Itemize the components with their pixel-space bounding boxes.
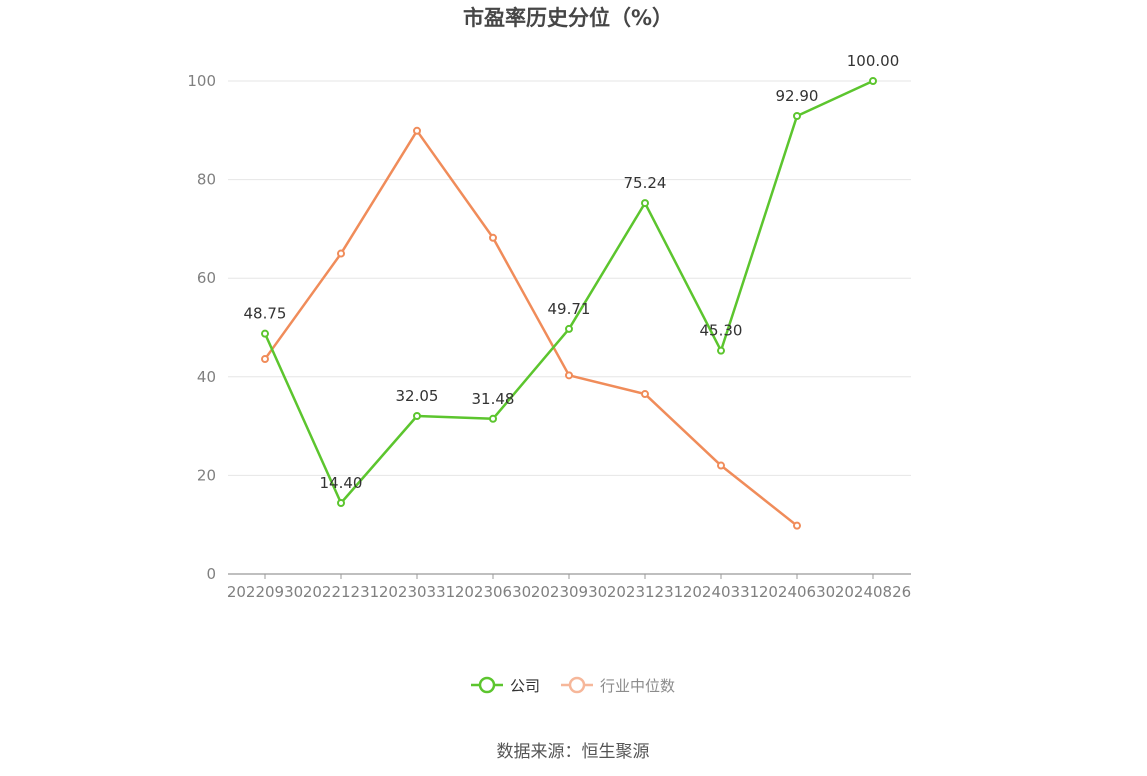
legend-marker xyxy=(478,676,496,694)
data-point[interactable] xyxy=(641,199,649,208)
series-line-1 xyxy=(263,129,798,527)
y-axis: 0 20 40 60 80 100 xyxy=(187,72,216,583)
data-label: 49.71 xyxy=(548,300,591,318)
data-point[interactable] xyxy=(261,355,269,364)
y-tick-label: 20 xyxy=(197,466,216,484)
legend[interactable]: 公司 行业中位数 xyxy=(471,676,675,695)
data-point[interactable] xyxy=(793,112,801,121)
data-point[interactable] xyxy=(337,249,345,258)
source-note: 数据来源：恒生聚源 xyxy=(497,742,650,762)
y-tick-label: 0 xyxy=(206,565,216,583)
grid-lines xyxy=(228,80,911,476)
y-tick-label: 60 xyxy=(197,269,216,287)
y-tick-label: 40 xyxy=(197,368,216,386)
legend-label: 公司 xyxy=(510,677,540,695)
x-tick-label: 20230930 xyxy=(531,583,607,601)
y-tick-label: 80 xyxy=(197,171,216,189)
data-label: 14.40 xyxy=(320,474,363,492)
data-label: 48.75 xyxy=(244,305,287,323)
data-point[interactable] xyxy=(489,414,497,423)
data-label: 92.90 xyxy=(776,87,819,105)
series-line-0 xyxy=(263,79,874,505)
legend-item-1[interactable]: 行业中位数 xyxy=(561,676,675,695)
data-point[interactable] xyxy=(717,461,725,470)
series-lines xyxy=(261,77,877,530)
data-point[interactable] xyxy=(413,411,421,420)
data-label: 31.48 xyxy=(472,390,515,408)
x-tick-label: 20240630 xyxy=(759,583,835,601)
data-point[interactable] xyxy=(565,324,573,333)
y-tick-label: 100 xyxy=(187,72,216,90)
legend-item-0[interactable]: 公司 xyxy=(471,676,540,695)
data-label: 32.05 xyxy=(396,387,439,405)
data-point[interactable] xyxy=(793,521,801,530)
legend-label: 行业中位数 xyxy=(600,677,675,695)
chart-title: 市盈率历史分位（%） xyxy=(463,6,673,30)
data-labels: 48.75 14.40 32.05 31.48 49.71 75.24 45.30 92.90… xyxy=(244,52,900,492)
x-tick-label: 20220930 xyxy=(227,583,303,601)
data-point[interactable] xyxy=(641,390,649,399)
data-label: 45.30 xyxy=(700,322,743,340)
data-label: 75.24 xyxy=(624,174,667,192)
data-point[interactable] xyxy=(489,233,497,242)
x-tick-label: 20230331 xyxy=(379,583,455,601)
x-tick-label: 20221231 xyxy=(303,583,379,601)
x-tick-label: 20231231 xyxy=(607,583,683,601)
x-tick-label: 20240826 xyxy=(835,583,911,601)
data-label: 100.00 xyxy=(847,52,900,70)
x-tick-label: 20240331 xyxy=(683,583,759,601)
data-point[interactable] xyxy=(565,371,573,380)
data-point[interactable] xyxy=(261,329,269,338)
data-point[interactable] xyxy=(337,499,345,508)
data-point[interactable] xyxy=(717,346,725,355)
data-point[interactable] xyxy=(413,126,421,135)
data-point[interactable] xyxy=(869,77,877,85)
x-axis: 20220930 20221231 20230331 20230630 20230930… xyxy=(227,573,911,601)
x-tick-label: 20230630 xyxy=(455,583,531,601)
legend-marker xyxy=(568,676,586,694)
